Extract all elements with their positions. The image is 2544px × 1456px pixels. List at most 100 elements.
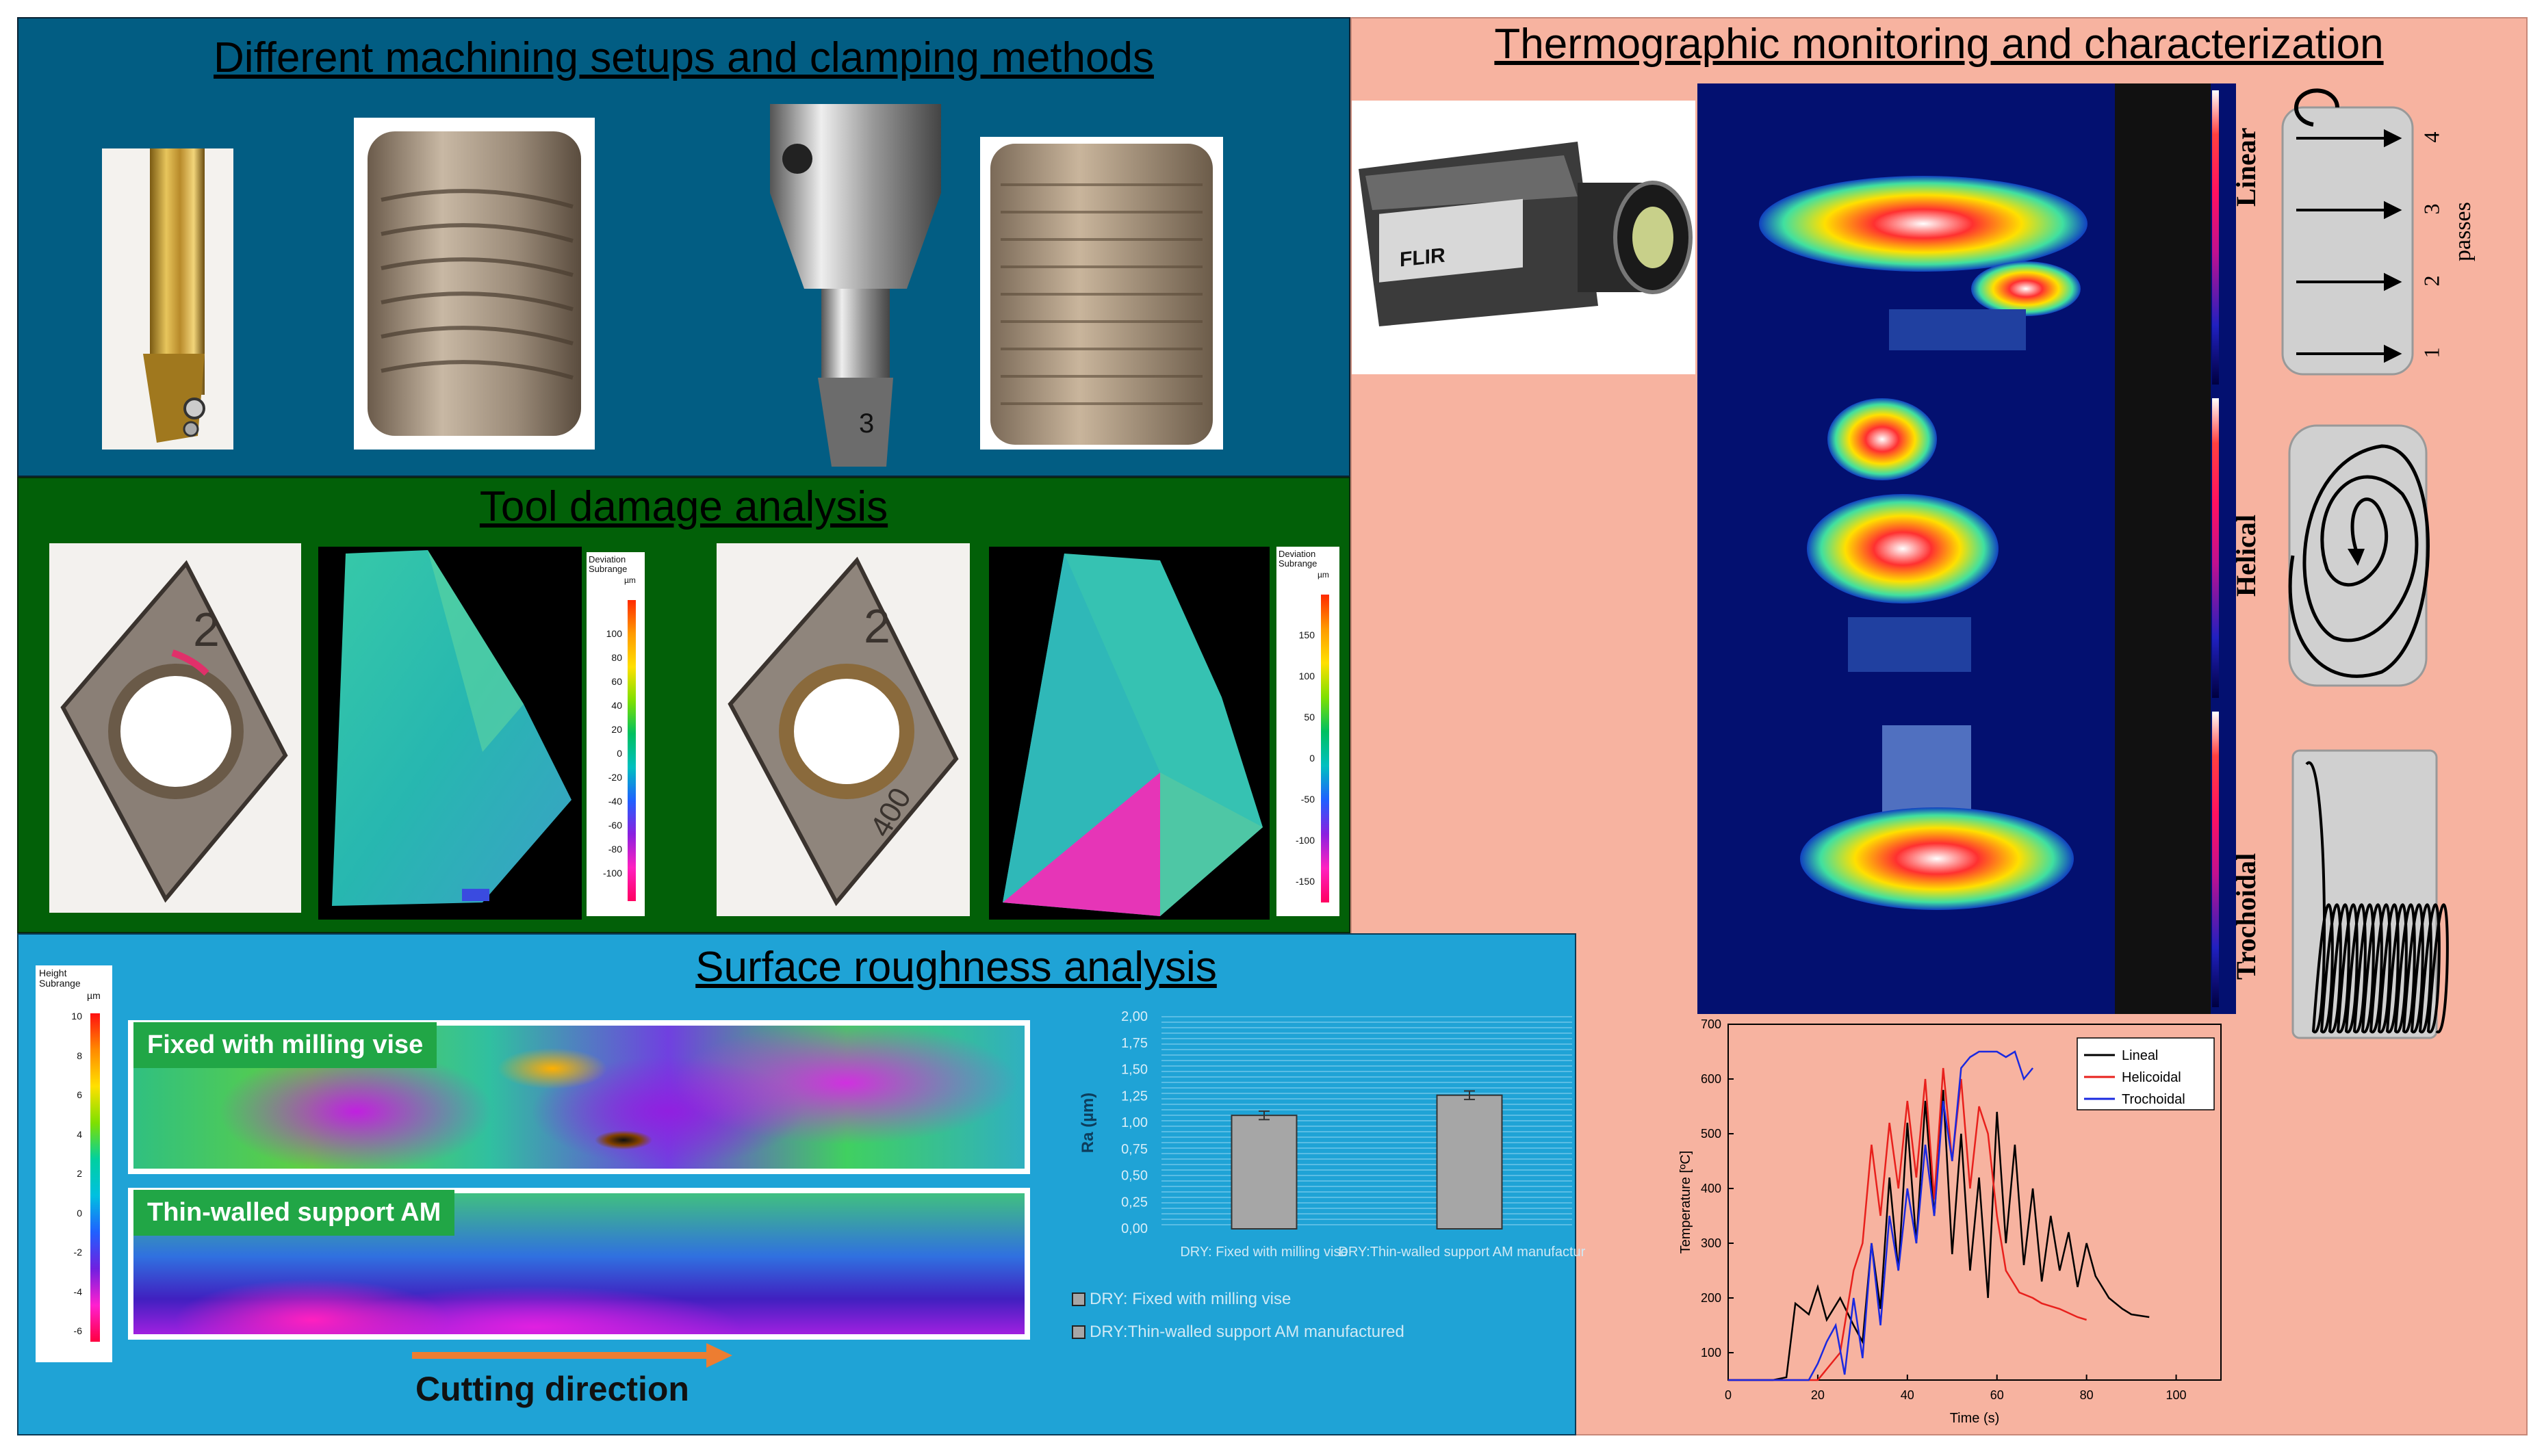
tool-damage-title: Tool damage analysis: [479, 483, 888, 530]
legend-tick: 60: [611, 676, 622, 687]
endmill-photo: [102, 148, 233, 450]
linear-path-diagram: [2272, 87, 2416, 381]
ra-ytick-label: 0,00: [1121, 1221, 1148, 1236]
ra-ytick-label: 2,00: [1121, 1009, 1148, 1024]
legend-tick: 0: [77, 1207, 82, 1219]
height-legend-bar: [90, 1013, 100, 1342]
legend-tick: 150: [1298, 629, 1315, 640]
legend-tick: -100: [602, 868, 622, 879]
temp-ytick-label: 100: [1701, 1346, 1721, 1360]
legend-tick: -80: [608, 844, 622, 855]
ra-category-label: DRY: Fixed with milling vise: [1180, 1245, 1348, 1260]
passes-label: passes: [2450, 202, 2476, 261]
ra-ytick-label: 1,25: [1121, 1089, 1148, 1104]
ra-ylabel: Ra (µm): [1079, 1093, 1097, 1154]
deviation-legend-2-unit: µm: [1318, 570, 1329, 580]
roughness-title: Surface roughness analysis: [695, 944, 1217, 991]
temp-xtick-label: 0: [1725, 1388, 1732, 1402]
thermal-image-linear: [1697, 83, 2236, 391]
strategy-label-helical: Helical: [2231, 515, 2261, 597]
insert-mark-2: 2: [864, 599, 890, 653]
pass-number-1: 1: [2419, 347, 2444, 359]
svg-text:3: 3: [859, 408, 874, 439]
height-legend-title: Height Subrange: [39, 967, 81, 989]
legend-tick: 0: [617, 748, 622, 759]
deviation-map-2: [989, 547, 1270, 920]
temp-ytick-label: 500: [1701, 1127, 1721, 1141]
legend-tick: 100: [1298, 671, 1315, 681]
temp-legend-label: Lineal: [2122, 1048, 2158, 1063]
legend-tick: -20: [608, 772, 622, 783]
map-label-vise: Fixed with milling vise: [133, 1022, 437, 1068]
legend-tick: 8: [77, 1050, 82, 1061]
deviation-legend-1: Deviation Subrange µm 100 80 60 40 20 0 -20 -40…: [587, 552, 645, 916]
legend-tick: 10: [71, 1011, 82, 1022]
legend-tick: -100: [1295, 835, 1315, 846]
cutting-direction-arrow: [412, 1343, 732, 1368]
temp-plot-frame: [1727, 1024, 2222, 1381]
machined-part-photo-2: [980, 137, 1223, 450]
legend-tick: 40: [611, 700, 622, 711]
temp-series-lineal: [1728, 1089, 2150, 1381]
thermo-title: Thermographic monitoring and characteriz…: [1494, 21, 2384, 68]
legend-tick: -60: [608, 820, 622, 831]
ra-legend-label: DRY: Fixed with milling vise: [1090, 1290, 1291, 1308]
temp-ytick-label: 400: [1701, 1182, 1721, 1195]
temp-series-trochoidal: [1728, 1050, 2034, 1381]
ra-legend-swatch: [1072, 1292, 1085, 1306]
ra-ytick-label: 1,00: [1121, 1115, 1148, 1130]
helical-path-diagram: [2279, 419, 2450, 692]
trochoidal-path-diagram: [2279, 737, 2457, 1052]
temperature-chart-svg: 0 20 40 60 80 100 100 200 300 400 500 600 700 Time (s…: [1678, 1017, 2222, 1426]
ra-ytick-label: 0,75: [1121, 1142, 1148, 1157]
legend-tick: 100: [606, 628, 622, 639]
legend-tick: 4: [77, 1128, 82, 1140]
ra-legend-label: DRY:Thin-walled support AM manufactured: [1090, 1323, 1404, 1341]
temp-xtick-label: 40: [1901, 1388, 1914, 1402]
insert-mark-1: 2: [193, 603, 220, 656]
ra-ytick-label: 1,75: [1121, 1036, 1148, 1051]
temperature-chart: 0 20 40 60 80 100 100 200 300 400 500 600 700 Time (s…: [1673, 1017, 2255, 1435]
deviation-legend-2-title: Deviation Subrange: [1279, 549, 1318, 569]
temp-xtick-label: 20: [1811, 1388, 1825, 1402]
temp-legend-label: Trochoidal: [2122, 1092, 2185, 1107]
legend-tick: -50: [1300, 794, 1315, 805]
temp-xtick-label: 60: [1990, 1388, 2004, 1402]
spindle-holder-photo: 3: [756, 104, 955, 473]
temp-ytick-label: 300: [1701, 1236, 1721, 1250]
legend-tick: 50: [1304, 712, 1315, 723]
temp-ytick-label: 200: [1701, 1291, 1721, 1305]
legend-tick: 2: [77, 1168, 82, 1179]
deviation-legend-1-title: Deviation Subrange: [589, 554, 628, 574]
temp-ytick-label: 600: [1701, 1072, 1721, 1086]
legend-tick: 0: [1309, 753, 1315, 764]
strategy-label-trochoidal: Trochoidal: [2231, 853, 2261, 980]
machining-panel: Different machining setups and clamping …: [17, 17, 1350, 477]
legend-tick: -4: [73, 1286, 82, 1297]
tool-damage-panel: Tool damage analysis 2 Deviation Subrang…: [17, 477, 1350, 933]
machined-part-photo-1: [354, 118, 595, 450]
temp-xlabel: Time (s): [1950, 1411, 2000, 1426]
temp-xtick-label: 80: [2080, 1388, 2094, 1402]
legend-tick: -2: [73, 1247, 82, 1258]
pass-number-4: 4: [2419, 131, 2444, 143]
legend-tick: -40: [608, 796, 622, 807]
temp-ylabel: Temperature [ºC]: [1678, 1151, 1693, 1254]
cutting-direction-label: Cutting direction: [415, 1370, 689, 1408]
ra-category-label: DRY:Thin-walled support AM manufactured: [1338, 1245, 1586, 1260]
legend-tick: 80: [611, 652, 622, 663]
legend-tick: 6: [77, 1089, 82, 1100]
temp-xtick-label: 100: [2166, 1388, 2187, 1402]
map-label-am-support: Thin-walled support AM: [133, 1190, 455, 1236]
ra-bar: [1436, 1094, 1503, 1230]
legend-tick: -6: [73, 1325, 82, 1336]
deviation-legend-1-bar: [628, 600, 636, 901]
insert-photo-2: 2 400: [717, 543, 970, 916]
temp-legend-label: Helicoidal: [2122, 1070, 2181, 1085]
thermal-image-trochoidal: [1697, 705, 2236, 1014]
ra-ytick-label: 1,50: [1121, 1063, 1148, 1078]
deviation-legend-2-bar: [1321, 595, 1329, 902]
ra-bar-chart: 0,00 0,25 0,50 0,75 1,00 1,25 1,50 1,75 2,00 Ra (…: [1072, 1009, 1586, 1341]
legend-tick: 20: [611, 724, 622, 735]
temp-series-helicoidal: [1728, 1067, 2087, 1381]
